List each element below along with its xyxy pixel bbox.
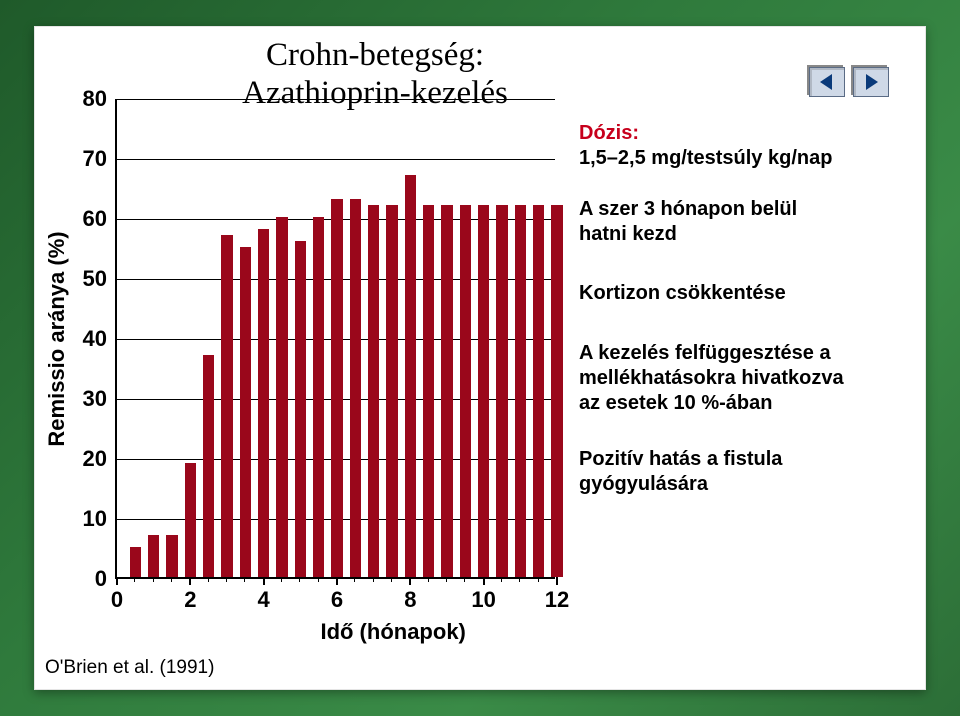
- x-tick: [391, 577, 392, 582]
- bar: [386, 205, 397, 577]
- bar: [515, 205, 526, 577]
- gridline: [117, 159, 555, 160]
- note-fistula-l2: gyógyulására: [579, 473, 708, 495]
- x-tick: [336, 577, 338, 585]
- note-dose-l2: 1,5–2,5 mg/testsúly kg/nap: [579, 147, 832, 169]
- bar: [221, 235, 232, 577]
- bar-chart: Remissio aránya (%) Idő (hónapok) 010203…: [115, 99, 555, 579]
- note-dose: Dózis: 1,5–2,5 mg/testsúly kg/nap: [575, 119, 895, 173]
- y-tick-label: 80: [83, 86, 107, 112]
- bar: [331, 199, 342, 577]
- bar: [130, 547, 141, 577]
- x-tick: [281, 577, 282, 582]
- bar: [258, 229, 269, 577]
- bar: [295, 241, 306, 577]
- x-tick-label: 12: [545, 587, 569, 613]
- note-discontinue: A kezelés felfüggesztése a mellékhatások…: [575, 339, 905, 418]
- y-tick-label: 30: [83, 386, 107, 412]
- bar: [551, 205, 562, 577]
- note-fistula: Pozitív hatás a fistula gyógyulására: [575, 445, 895, 499]
- bar: [276, 217, 287, 577]
- note-onset-l2: hatni kezd: [579, 223, 677, 245]
- content-panel: Crohn-betegség: Azathioprin-kezelés Remi…: [34, 26, 926, 690]
- x-tick-label: 10: [471, 587, 495, 613]
- title-line-1: Crohn-betegség:: [266, 37, 484, 73]
- citation: O'Brien et al. (1991): [45, 657, 214, 679]
- x-tick: [208, 577, 209, 582]
- bar: [405, 175, 416, 577]
- bar: [478, 205, 489, 577]
- x-tick: [428, 577, 429, 582]
- x-tick: [318, 577, 319, 582]
- x-tick: [373, 577, 374, 582]
- bar: [350, 199, 361, 577]
- y-axis-label: Remissio aránya (%): [44, 231, 70, 446]
- x-tick: [171, 577, 172, 582]
- x-tick: [244, 577, 245, 582]
- bar: [203, 355, 214, 577]
- y-tick-label: 0: [95, 566, 107, 592]
- note-disc-l3: az esetek 10 %-ában: [579, 392, 772, 414]
- x-axis-label: Idő (hónapok): [320, 619, 465, 645]
- bar: [496, 205, 507, 577]
- note-disc-l2: mellékhatásokra hivatkozva: [579, 367, 844, 389]
- bar: [460, 205, 471, 577]
- x-tick: [519, 577, 520, 582]
- x-tick-label: 8: [404, 587, 416, 613]
- x-tick: [226, 577, 227, 582]
- note-onset-l1: A szer 3 hónapon belül: [579, 198, 797, 220]
- note-onset: A szer 3 hónapon belül hatni kezd: [575, 195, 895, 249]
- x-tick: [263, 577, 265, 585]
- gridline: [117, 99, 555, 100]
- bar: [368, 205, 379, 577]
- x-tick: [354, 577, 355, 582]
- note-disc-l1: A kezelés felfüggesztése a: [579, 342, 831, 364]
- note-fistula-l1: Pozitív hatás a fistula: [579, 448, 782, 470]
- note-dose-l1: Dózis:: [579, 122, 639, 144]
- x-tick: [483, 577, 485, 585]
- note-cortisone-t: Kortizon csökkentése: [579, 282, 786, 304]
- bar: [313, 217, 324, 577]
- x-tick: [116, 577, 118, 585]
- bar: [166, 535, 177, 577]
- x-tick: [134, 577, 135, 582]
- y-tick-label: 10: [83, 506, 107, 532]
- x-tick: [538, 577, 539, 582]
- x-tick: [446, 577, 447, 582]
- x-tick: [464, 577, 465, 582]
- x-tick-label: 4: [258, 587, 270, 613]
- bar: [148, 535, 159, 577]
- bar: [441, 205, 452, 577]
- x-tick: [556, 577, 558, 585]
- x-tick: [299, 577, 300, 582]
- bar: [185, 463, 196, 577]
- x-tick: [409, 577, 411, 585]
- x-tick: [501, 577, 502, 582]
- triangle-right-icon: [862, 73, 880, 91]
- y-tick-label: 50: [83, 266, 107, 292]
- plot-area: 01020304050607080024681012: [115, 99, 555, 579]
- x-tick-label: 2: [184, 587, 196, 613]
- x-tick-label: 0: [111, 587, 123, 613]
- x-tick: [153, 577, 154, 582]
- x-tick-label: 6: [331, 587, 343, 613]
- y-tick-label: 40: [83, 326, 107, 352]
- y-tick-label: 20: [83, 446, 107, 472]
- bar: [240, 247, 251, 577]
- slide: Crohn-betegség: Azathioprin-kezelés Remi…: [0, 0, 960, 716]
- triangle-left-icon: [818, 73, 836, 91]
- bar: [533, 205, 544, 577]
- next-button[interactable]: [853, 67, 889, 97]
- x-tick: [189, 577, 191, 585]
- note-cortisone: Kortizon csökkentése: [575, 279, 895, 308]
- y-tick-label: 60: [83, 206, 107, 232]
- bar: [423, 205, 434, 577]
- y-tick-label: 70: [83, 146, 107, 172]
- prev-button[interactable]: [809, 67, 845, 97]
